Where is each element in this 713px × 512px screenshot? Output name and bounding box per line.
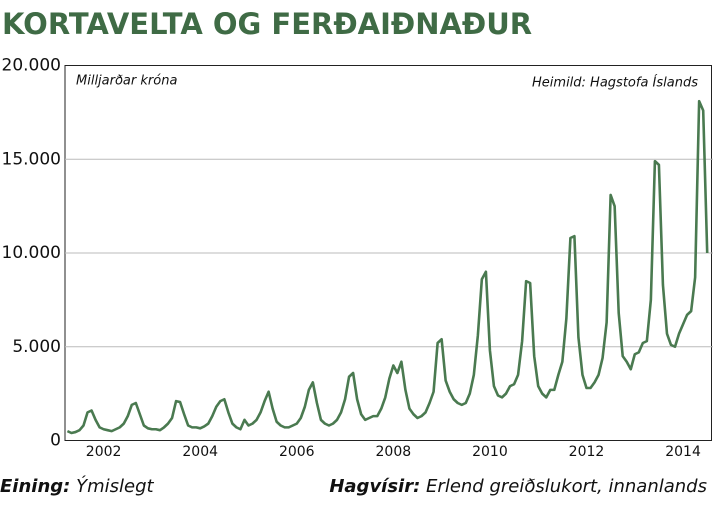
y-tick-label: 5.000 (12, 337, 61, 357)
y-tick-label: 20.000 (2, 56, 61, 76)
source-note: Heimild: Hagstofa Íslands (532, 75, 698, 91)
x-tick-label: 2008 (376, 444, 412, 460)
unit-note: Milljarðar króna (76, 74, 177, 89)
footer-label: Eining: (0, 476, 71, 497)
chart: KORTAVELTA OG FERÐAIÐNAÐUR Milljarðar kr… (2, 7, 713, 460)
y-tick-label: 15.000 (2, 149, 61, 169)
chart-title: KORTAVELTA OG FERÐAIÐNAÐUR (2, 7, 532, 41)
y-tick-label: 10.000 (2, 243, 61, 263)
footer-label: Hagvísir: (329, 476, 421, 497)
x-tick-label: 2002 (86, 444, 122, 460)
x-tick-label: 2004 (182, 444, 218, 460)
footer-right: Hagvísir: Erlend greiðslukort, innanland… (329, 476, 707, 497)
footer-value: Ýmislegt (76, 476, 154, 497)
x-tick-label: 2012 (569, 444, 605, 460)
x-tick-label: 2006 (279, 444, 315, 460)
footer-left: Eining: Ýmislegt (0, 476, 154, 497)
y-tick-label: 0 (50, 431, 61, 451)
x-tick-label: 2014 (665, 444, 701, 460)
x-tick-label: 2010 (472, 444, 508, 460)
footer-value: Erlend greiðslukort, innanlands (426, 476, 707, 497)
data-line (66, 99, 709, 435)
